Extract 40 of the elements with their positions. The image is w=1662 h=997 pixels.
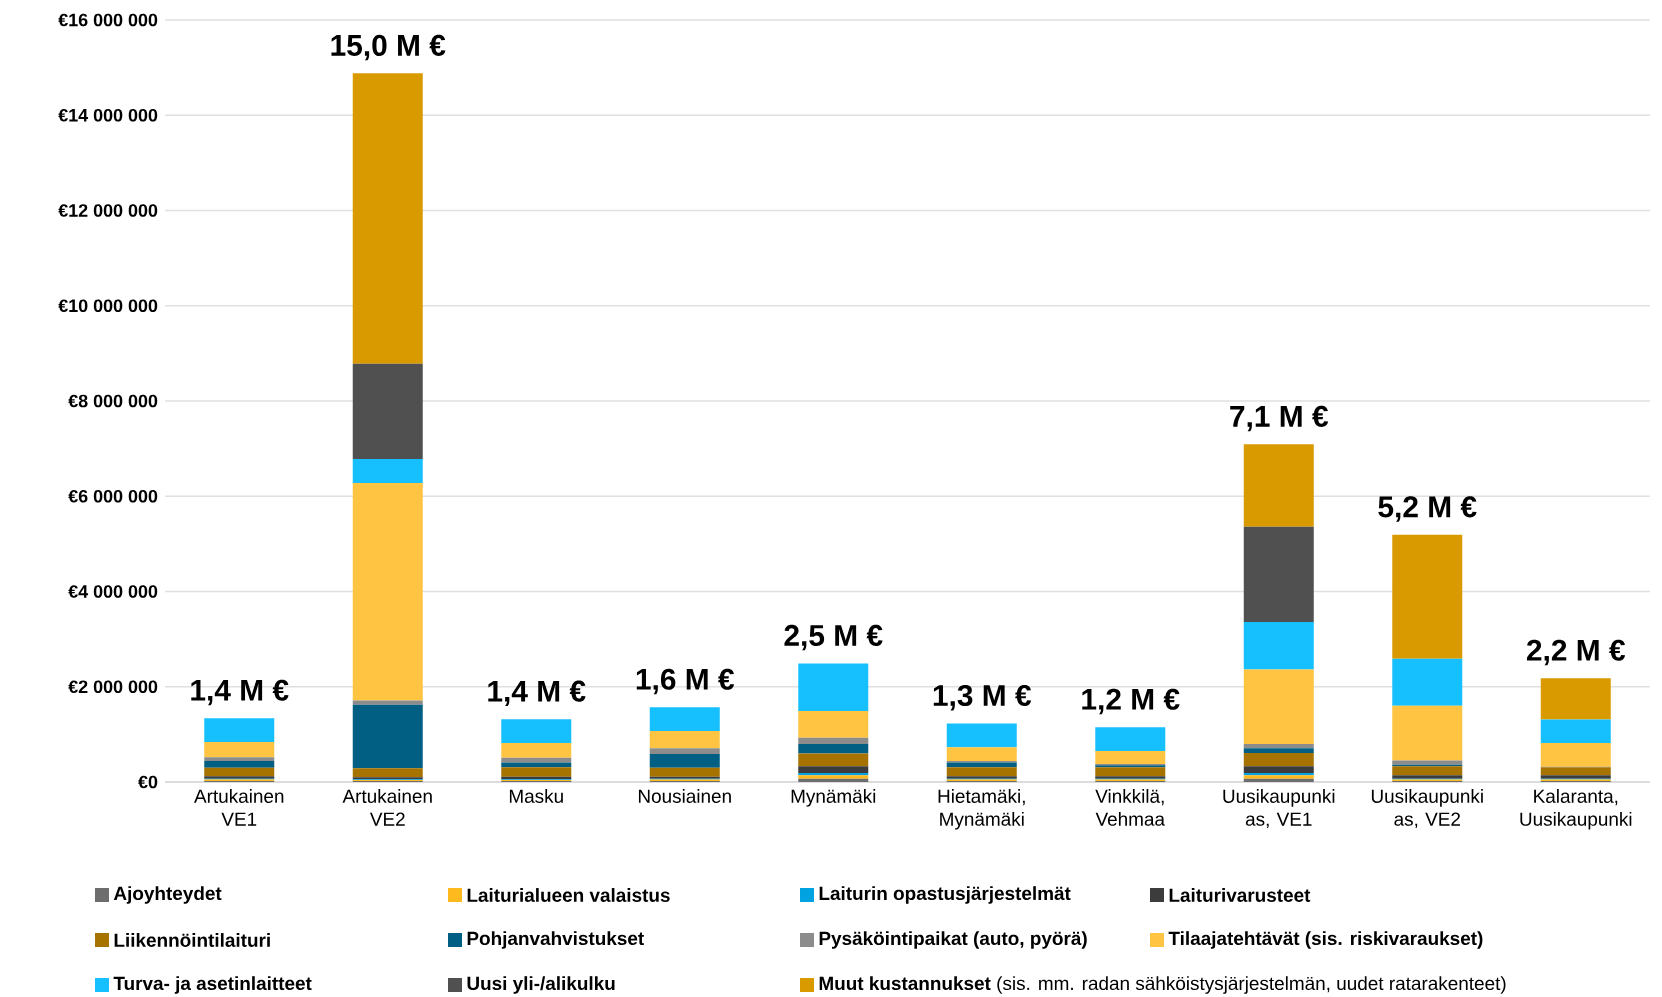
legend-label: Laiturivarusteet	[1169, 888, 1311, 902]
x-tick-label: Masku	[509, 789, 563, 803]
x-tick-label: Uusikaupunki as, VE2	[1371, 789, 1483, 829]
total-label: 1,4 M €	[488, 680, 586, 707]
x-tick-label: Hietamäki, Mynämäki	[938, 789, 1025, 830]
x-tick-label: Mynämäki	[791, 789, 876, 807]
total-label: 7,1 M €	[1230, 405, 1329, 432]
y-tick-label: €4 000 000	[68, 585, 158, 598]
x-tick-label: Artukainen VE1	[194, 789, 284, 826]
legend-label: Muut kustannukset (sis. mm. radan sähköistysjärjestelmän, uudet ratarakenteet)	[819, 976, 1506, 994]
legend-label: Laiturialueen valaistus	[467, 888, 670, 902]
y-tick-label: €10 000 000	[58, 299, 158, 313]
x-tick-label: Artukainen VE2	[342, 789, 432, 826]
legend-label: Laiturin opastusjärjestelmät	[819, 886, 1071, 904]
total-label: 1,4 M €	[191, 679, 289, 706]
y-tick-label: €0	[138, 775, 158, 789]
legend-label: Uusi yli-/alikulku	[467, 976, 615, 994]
total-label: 2,2 M €	[1526, 639, 1626, 666]
x-tick-label: Kalaranta, Uusikaupunki	[1520, 789, 1632, 830]
y-tick-label: €6 000 000	[68, 489, 158, 503]
y-tick-label: €14 000 000	[58, 108, 158, 122]
total-label: 2,5 M €	[784, 624, 883, 651]
legend-label: Turva- ja asetinlaitteet	[113, 976, 312, 994]
x-tick-label: Nousiainen	[638, 789, 731, 803]
total-label: 1,2 M €	[1082, 688, 1180, 715]
legend-label: Pohjanvahvistukset	[467, 931, 644, 949]
x-tick-label: Uusikaupunki as, VE1	[1223, 789, 1335, 829]
total-label: 5,2 M €	[1378, 496, 1477, 522]
legend-label: Ajoyhteydet	[113, 886, 222, 904]
y-tick-label: €12 000 000	[58, 204, 158, 217]
total-label: 15,0 M €	[331, 34, 446, 61]
total-label: 1,6 M €	[636, 668, 735, 695]
y-tick-label: €8 000 000	[68, 394, 158, 408]
y-tick-label: €2 000 000	[68, 680, 158, 694]
legend-label: Pysäköintipaikat (auto, pyörä)	[819, 931, 1087, 949]
legend-label: Liikennöintilaituri	[114, 933, 270, 947]
legend-label: Tilaajatehtävät (sis. riskivaraukset)	[1168, 931, 1483, 949]
x-tick-label: Vinkkilä, Vehmaa	[1095, 789, 1165, 826]
total-label: 1,3 M €	[933, 684, 1032, 711]
y-tick-label: €16 000 000	[58, 13, 158, 27]
